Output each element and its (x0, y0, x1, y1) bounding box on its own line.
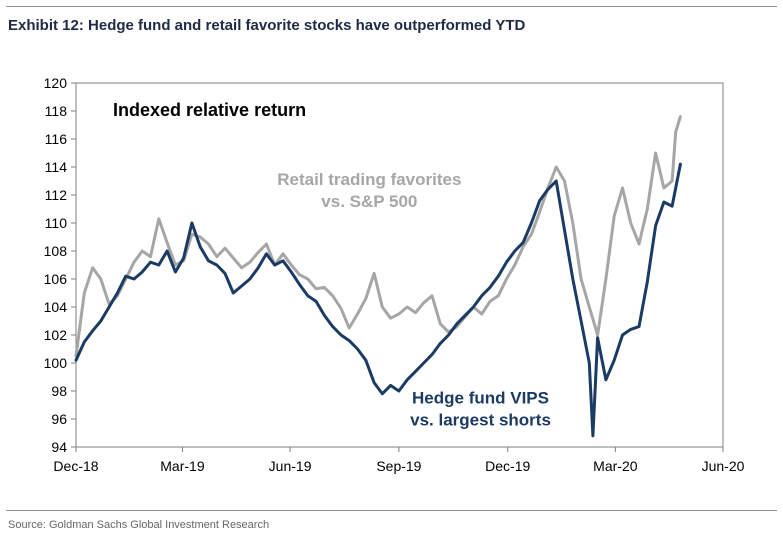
y-tick-label: 96 (51, 411, 67, 427)
source-note: Source: Goldman Sachs Global Investment … (8, 519, 270, 531)
y-tick-label: 102 (44, 327, 68, 343)
bottom-rule (6, 510, 777, 511)
axis-layer: 94 96 98 100 102 104 106 108 110 112 114 116 118 120 D… (44, 75, 745, 474)
x-tick-label: Mar-19 (160, 458, 205, 474)
series-layer (74, 115, 682, 438)
chart-container: 94 96 98 100 102 104 106 108 110 112 114 116 118 120 D… (0, 60, 783, 500)
x-tick-label: Jun-20 (702, 458, 745, 474)
y-tick-label: 110 (45, 215, 68, 231)
y-tick-label: 118 (45, 103, 68, 119)
series-label-1: vs. S&P 500 (321, 192, 417, 211)
y-tick-label: 108 (44, 243, 68, 259)
series-label-2: Hedge fund VIPS (412, 389, 549, 408)
line-chart: 94 96 98 100 102 104 106 108 110 112 114 116 118 120 D… (44, 75, 745, 474)
y-tick-label: 100 (44, 355, 68, 371)
y-tick-label: 104 (44, 299, 68, 315)
x-tick-label: Dec-18 (53, 458, 98, 474)
x-tick-label: Sep-19 (376, 458, 421, 474)
x-tick-label: Dec-19 (485, 458, 530, 474)
series-label-1: Retail trading favorites (277, 170, 461, 189)
series-line-1 (74, 115, 682, 358)
chart-title: Indexed relative return (113, 100, 306, 120)
top-rule (6, 6, 777, 7)
series-label-2: vs. largest shorts (410, 411, 551, 430)
x-tick-label: Jun-19 (269, 458, 312, 474)
exhibit-title: Exhibit 12: Hedge fund and retail favori… (8, 17, 526, 34)
y-tick-label: 112 (45, 187, 68, 203)
series-line-2 (74, 162, 682, 438)
y-tick-label: 114 (45, 159, 68, 175)
y-tick-label: 120 (44, 75, 68, 91)
y-tick-label: 94 (51, 439, 67, 455)
label-layer: Retail trading favorites vs. S&P 500 Hedge… (277, 170, 551, 429)
y-tick-label: 116 (45, 131, 68, 147)
y-tick-label: 98 (51, 383, 67, 399)
x-tick-label: Mar-20 (593, 458, 638, 474)
plot-frame (75, 82, 724, 448)
y-tick-label: 106 (44, 271, 68, 287)
